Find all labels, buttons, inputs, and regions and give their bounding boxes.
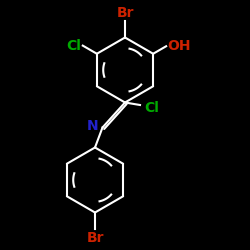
Text: Cl: Cl	[67, 39, 82, 53]
Text: Br: Br	[116, 6, 134, 20]
Text: Cl: Cl	[144, 100, 159, 114]
Text: OH: OH	[168, 39, 191, 53]
Text: N: N	[87, 119, 99, 133]
Text: Br: Br	[86, 231, 104, 245]
